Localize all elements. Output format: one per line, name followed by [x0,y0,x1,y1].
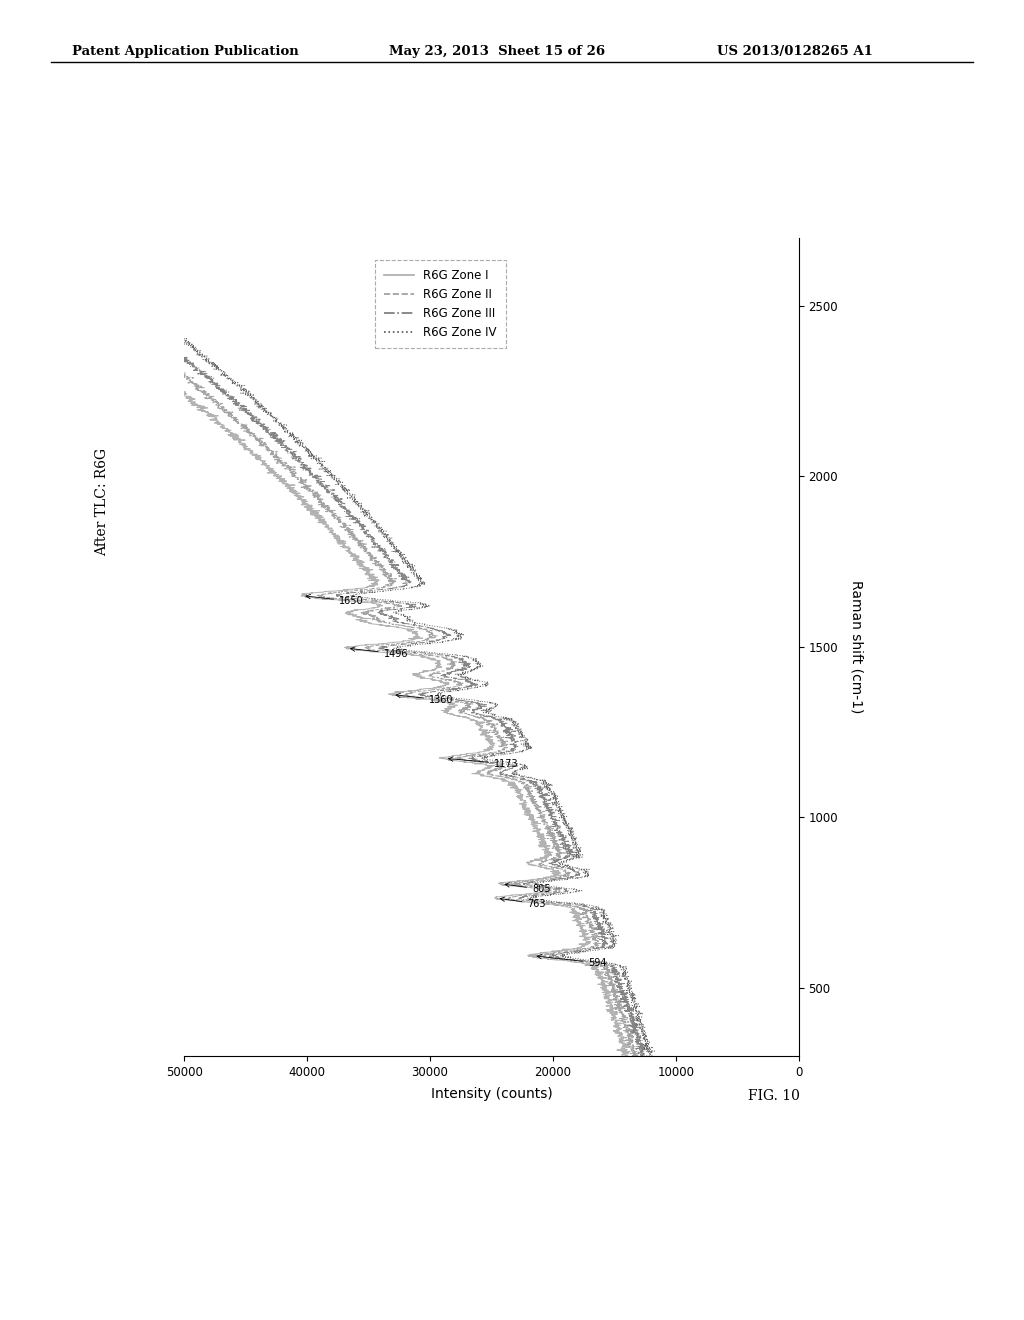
Legend: R6G Zone I, R6G Zone II, R6G Zone III, R6G Zone IV: R6G Zone I, R6G Zone II, R6G Zone III, R… [375,260,506,348]
Text: FIG. 10: FIG. 10 [748,1089,800,1104]
Text: 805: 805 [505,883,551,895]
Text: 1650: 1650 [306,594,364,606]
Text: 1173: 1173 [449,756,518,768]
Text: 1496: 1496 [350,647,409,659]
Text: May 23, 2013  Sheet 15 of 26: May 23, 2013 Sheet 15 of 26 [389,45,605,58]
Text: After TLC: R6G: After TLC: R6G [95,447,110,556]
Y-axis label: Raman shift (cm-1): Raman shift (cm-1) [849,579,863,714]
X-axis label: Intensity (counts): Intensity (counts) [431,1088,552,1101]
Text: 594: 594 [537,954,607,968]
Text: 763: 763 [501,898,546,908]
Text: US 2013/0128265 A1: US 2013/0128265 A1 [717,45,872,58]
Text: Patent Application Publication: Patent Application Publication [72,45,298,58]
Text: 1360: 1360 [396,693,454,705]
